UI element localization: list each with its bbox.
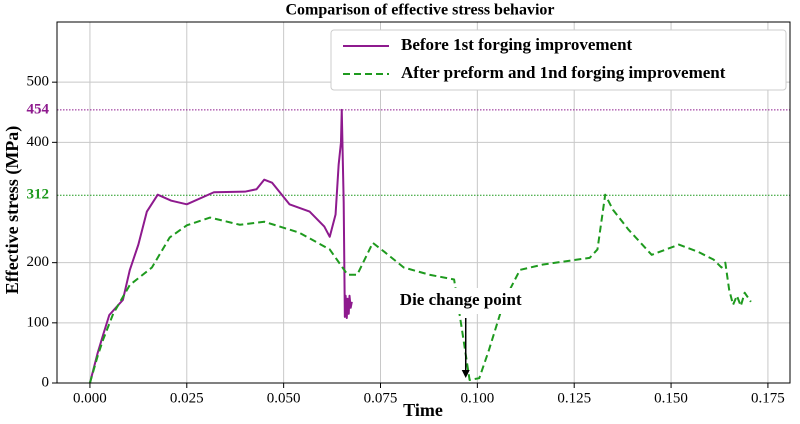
- y-tick-label: 400: [27, 134, 50, 150]
- x-tick-label: 0.075: [364, 390, 398, 406]
- x-tick-label: 0.025: [170, 390, 204, 406]
- annotation-box: [390, 287, 541, 314]
- series-line: [88, 108, 353, 384]
- y-axis-label: Effective stress (MPa): [2, 126, 23, 295]
- legend-label: After preform and 1nd forging improvemen…: [401, 63, 726, 82]
- annotation-arrowhead: [461, 369, 470, 378]
- y-tick-label: 100: [27, 314, 50, 330]
- x-tick-label: 0.175: [751, 390, 785, 406]
- x-tick-label: 0.100: [460, 390, 494, 406]
- x-tick-label: 0.150: [654, 390, 688, 406]
- x-tick-label: 0.050: [267, 390, 301, 406]
- x-tick-label: 0.000: [73, 390, 107, 406]
- x-axis-label: Time: [403, 400, 443, 420]
- legend-box: [330, 29, 787, 91]
- reference-label: 312: [27, 187, 50, 203]
- x-tick-label: 0.125: [557, 390, 591, 406]
- y-tick-label: 200: [27, 254, 50, 270]
- plot-frame: [56, 21, 791, 384]
- series-line: [88, 193, 752, 384]
- legend-label: Before 1st forging improvement: [401, 35, 633, 54]
- annotation-text: Die change point: [400, 290, 522, 309]
- chart-title: Comparison of effective stress behavior: [286, 2, 555, 19]
- y-tick-label: 0: [42, 374, 50, 390]
- y-tick-label: 500: [27, 74, 50, 90]
- reference-label: 454: [27, 101, 50, 117]
